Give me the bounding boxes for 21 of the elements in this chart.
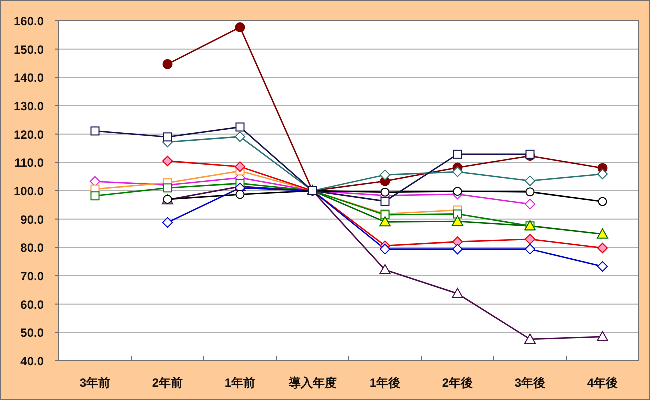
x-tick-label: 3年前 bbox=[80, 376, 111, 390]
x-tick-label: 4年後 bbox=[587, 376, 618, 390]
y-tick-label: 120.0 bbox=[14, 128, 44, 142]
y-tick-label: 50.0 bbox=[20, 326, 44, 340]
y-tick-label: 130.0 bbox=[14, 100, 44, 114]
y-tick-label: 40.0 bbox=[20, 354, 44, 368]
y-tick-label: 80.0 bbox=[20, 241, 44, 256]
y-tick-label: 160.0 bbox=[14, 14, 44, 28]
x-tick-label: 2年後 bbox=[442, 376, 474, 390]
y-tick-label: 150.0 bbox=[14, 42, 44, 57]
x-tick-label: 3年後 bbox=[514, 376, 546, 390]
y-tick-label: 70.0 bbox=[20, 270, 44, 284]
y-tick-label: 90.0 bbox=[20, 212, 44, 227]
y-tick-label: 60.0 bbox=[20, 298, 44, 312]
x-tick-label: 1年後 bbox=[370, 376, 401, 390]
x-tick-label: 2年前 bbox=[152, 376, 184, 390]
x-tick-label: 1年前 bbox=[224, 376, 256, 390]
y-tick-label: 140.0 bbox=[14, 71, 44, 86]
y-tick-label: 110.0 bbox=[14, 156, 44, 170]
y-tick-label: 100.0 bbox=[14, 184, 44, 198]
x-tick-label: 導入年度 bbox=[288, 376, 337, 390]
